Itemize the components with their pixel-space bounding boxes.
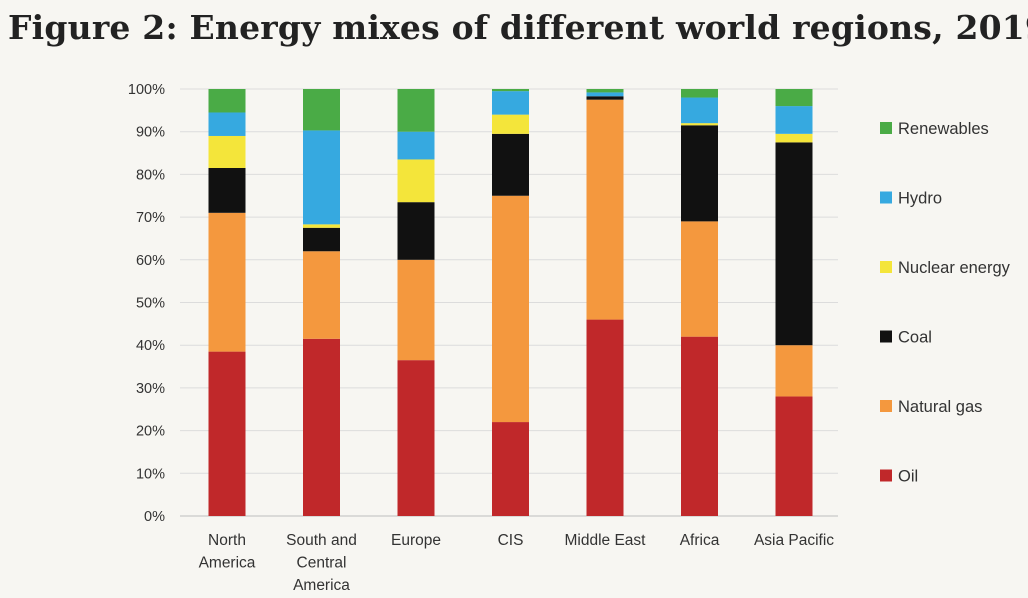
y-tick-label: 80% (136, 167, 165, 183)
x-tick-label: America (199, 555, 256, 572)
legend-swatch-natural-gas (880, 400, 892, 412)
y-tick-label: 60% (136, 253, 165, 269)
bar-segment-coal (208, 167, 246, 213)
bar-segment-natural-gas (586, 99, 624, 320)
bar-segment-hydro (397, 131, 435, 160)
bar-segment-hydro (681, 97, 718, 124)
y-tick-label: 20% (136, 424, 165, 440)
bar-segment-natural-gas (208, 212, 246, 352)
bar-segment-nuclear-energy (775, 133, 813, 143)
bar-segment-renewables (397, 89, 435, 132)
bar-segment-nuclear-energy (681, 123, 718, 126)
bar-segment-coal (681, 125, 718, 222)
y-axis-ticks: 0% 10% 20% 30% 40% 50% 60% 70% 80% 90% 100% (128, 82, 165, 525)
bar-segment-natural-gas (397, 259, 435, 361)
legend-label: Natural gas (898, 398, 982, 416)
x-tick-label: Africa (680, 532, 720, 549)
x-tick-label: America (293, 577, 350, 594)
legend-label: Hydro (898, 190, 942, 208)
bar-segment-natural-gas (492, 195, 529, 423)
legend-swatch-nuclear-energy (880, 261, 892, 273)
x-tick-label: CIS (498, 532, 524, 549)
legend-swatch-oil (880, 469, 892, 482)
bar-segment-oil (775, 396, 813, 516)
y-tick-label: 0% (144, 509, 165, 525)
y-tick-label: 30% (136, 381, 165, 397)
x-tick-label: Middle East (565, 532, 647, 549)
y-tick-label: 50% (136, 296, 165, 312)
bar-segment-nuclear-energy (492, 114, 529, 134)
bars (208, 89, 813, 516)
bar-segment-coal (303, 227, 340, 252)
bar-segment-oil (681, 336, 718, 516)
bar-segment-natural-gas (775, 345, 813, 397)
bar-segment-oil (492, 422, 529, 516)
x-tick-label: South and (286, 532, 357, 549)
y-tick-label: 40% (136, 338, 165, 354)
y-tick-label: 70% (136, 210, 165, 226)
legend-swatch-hydro (880, 191, 892, 204)
bar-segment-renewables (208, 89, 246, 113)
bar-segment-natural-gas (303, 251, 340, 339)
legend: Renewables Hydro Nuclear energy Coal Natural… (880, 120, 1011, 486)
chart-title: Figure 2: Energy mixes of different worl… (8, 8, 1028, 47)
x-tick-label: North (208, 532, 246, 549)
bar-segment-renewables (775, 89, 813, 107)
y-tick-label: 90% (136, 125, 165, 141)
bar-segment-hydro (775, 106, 813, 134)
bar-segment-renewables (681, 89, 718, 98)
bar-segment-oil (208, 351, 246, 516)
legend-label: Renewables (898, 120, 989, 138)
bar-segment-coal (492, 133, 529, 196)
bar-segment-nuclear-energy (208, 135, 246, 168)
x-tick-label: Europe (391, 532, 441, 549)
bar-segment-oil (397, 360, 435, 516)
legend-label: Oil (898, 468, 918, 486)
bar-segment-coal (775, 142, 813, 346)
bar-segment-oil (303, 338, 340, 516)
bar-segment-natural-gas (681, 221, 718, 337)
legend-label: Coal (898, 329, 932, 347)
bar-segment-coal (397, 202, 435, 260)
bar-segment-nuclear-energy (397, 159, 435, 203)
bar-segment-renewables (492, 89, 529, 92)
bar-segment-renewables (586, 89, 624, 93)
legend-swatch-coal (880, 330, 892, 343)
x-tick-label: Central (297, 555, 347, 572)
legend-swatch-renewables (880, 122, 892, 134)
bar-segment-renewables (303, 89, 340, 131)
bar-segment-hydro (492, 91, 529, 115)
y-tick-label: 10% (136, 466, 165, 482)
bar-segment-hydro (586, 92, 624, 97)
bar-segment-hydro (208, 112, 246, 136)
x-tick-label: Asia Pacific (754, 532, 834, 549)
bar-segment-nuclear-energy (303, 224, 340, 228)
legend-label: Nuclear energy (898, 259, 1011, 277)
x-axis-labels: North America South and Central America Europ… (199, 532, 835, 594)
y-tick-label: 100% (128, 82, 165, 98)
bar-segment-oil (586, 319, 624, 516)
bar-segment-hydro (303, 130, 340, 225)
bar-segment-coal (586, 96, 624, 100)
